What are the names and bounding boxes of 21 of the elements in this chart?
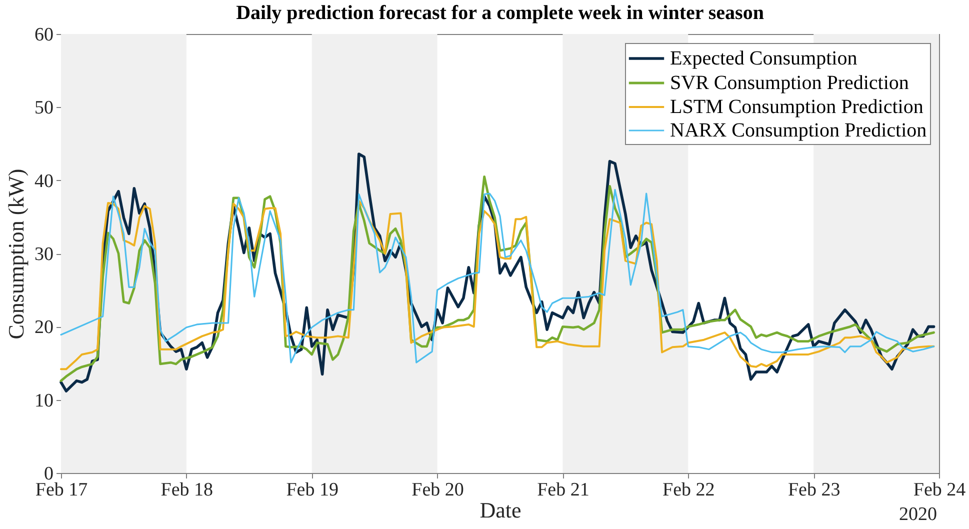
x-tick-label: Feb 23 [788, 480, 840, 500]
legend-label: LSTM Consumption Prediction [670, 96, 924, 118]
legend-label: SVR Consumption Prediction [670, 72, 909, 94]
y-tick-label: 60 [34, 24, 54, 46]
y-tick-label: 50 [34, 98, 54, 119]
x-tick-label: Feb 19 [286, 480, 338, 500]
y-tick-label: 10 [34, 390, 54, 412]
x-tick-label: Feb 21 [537, 480, 590, 500]
y-tick-label: 30 [34, 244, 54, 265]
y-axis-title: Consumption (kW) [4, 168, 28, 340]
x-axis-title: Date [480, 498, 522, 522]
legend-label: Expected Consumption [670, 48, 858, 70]
chart-title: Daily prediction forecast for a complete week in winter season [236, 2, 764, 24]
x-tick-label: Feb 24 [913, 480, 966, 500]
text: 2020 [899, 504, 937, 525]
y-tick-label: 40 [34, 170, 54, 192]
legend-label: NARX Consumption Prediction [670, 120, 927, 142]
x-tick-label: Feb 20 [412, 480, 464, 500]
x-tick-label: Feb 18 [160, 480, 214, 500]
y-tick-label: 20 [34, 317, 54, 338]
x-tick-label: Feb 22 [662, 480, 715, 500]
